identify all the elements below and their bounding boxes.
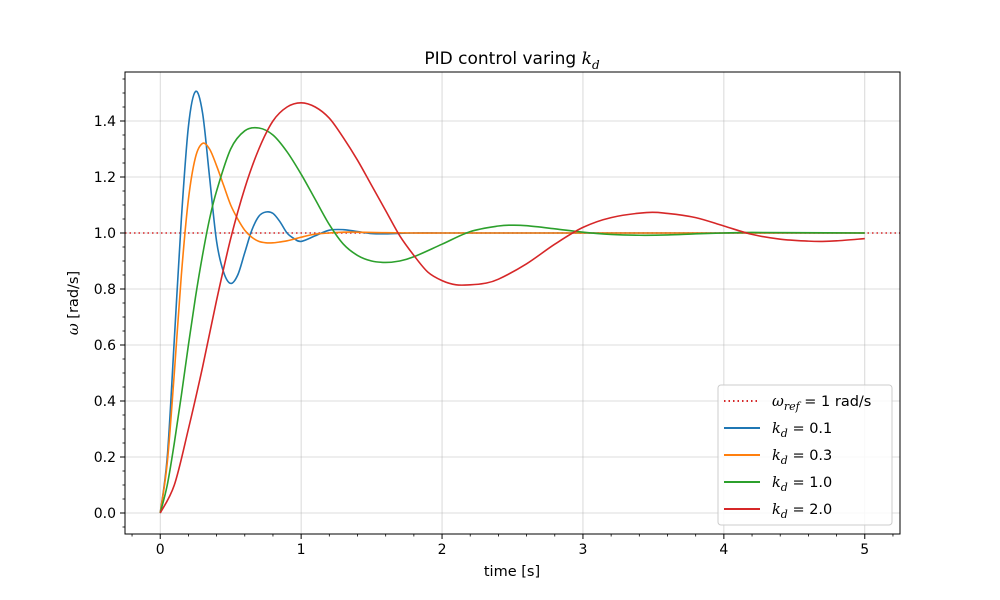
x-tick-label: 2 xyxy=(438,542,447,558)
x-tick-label: 4 xyxy=(719,542,728,558)
legend: ωref = 1 rad/s kd = 0.1 kd = 0.3 kd = 1.… xyxy=(717,384,893,526)
x-tick-label: 1 xyxy=(297,542,306,558)
y-tick-label: 0.0 xyxy=(94,506,116,522)
legend-label-kd-2-0: kd = 2.0 xyxy=(772,502,832,521)
y-tick-label: 1.2 xyxy=(94,170,116,186)
x-tick-label: 0 xyxy=(156,542,165,558)
x-tick-label: 3 xyxy=(578,542,587,558)
legend-label-kd-0-1: kd = 0.1 xyxy=(772,421,832,440)
y-tick-label: 0.4 xyxy=(94,394,116,410)
y-tick-label: 0.6 xyxy=(94,338,116,354)
series-line-kd-0-3 xyxy=(159,142,865,514)
x-axis-label: time [s] xyxy=(484,564,540,580)
chart-title: PID control varing kd xyxy=(424,49,600,72)
y-tick-label: 0.2 xyxy=(94,450,116,466)
y-tick-label: 0.8 xyxy=(94,282,116,298)
y-axis-label: ω [rad/s] xyxy=(66,271,82,335)
series-lines xyxy=(159,90,865,514)
y-tick-label: 1.4 xyxy=(94,114,116,130)
grid xyxy=(125,72,900,534)
series-line-kd-2-0 xyxy=(159,102,865,514)
series-line-kd-1-0 xyxy=(159,126,865,514)
x-tick-label: 5 xyxy=(860,542,869,558)
legend-box xyxy=(717,384,893,526)
y-tick-label: 1.0 xyxy=(94,226,116,242)
axis-ticks: 0 1 2 3 4 5 0.0 0.2 0.4 0.6 0.8 1.0 1.2 1.4 xyxy=(94,78,894,558)
legend-label-kd-1-0: kd = 1.0 xyxy=(772,475,832,494)
legend-label-kd-0-3: kd = 0.3 xyxy=(772,448,832,467)
legend-label-ref: ωref = 1 rad/s xyxy=(772,394,871,413)
